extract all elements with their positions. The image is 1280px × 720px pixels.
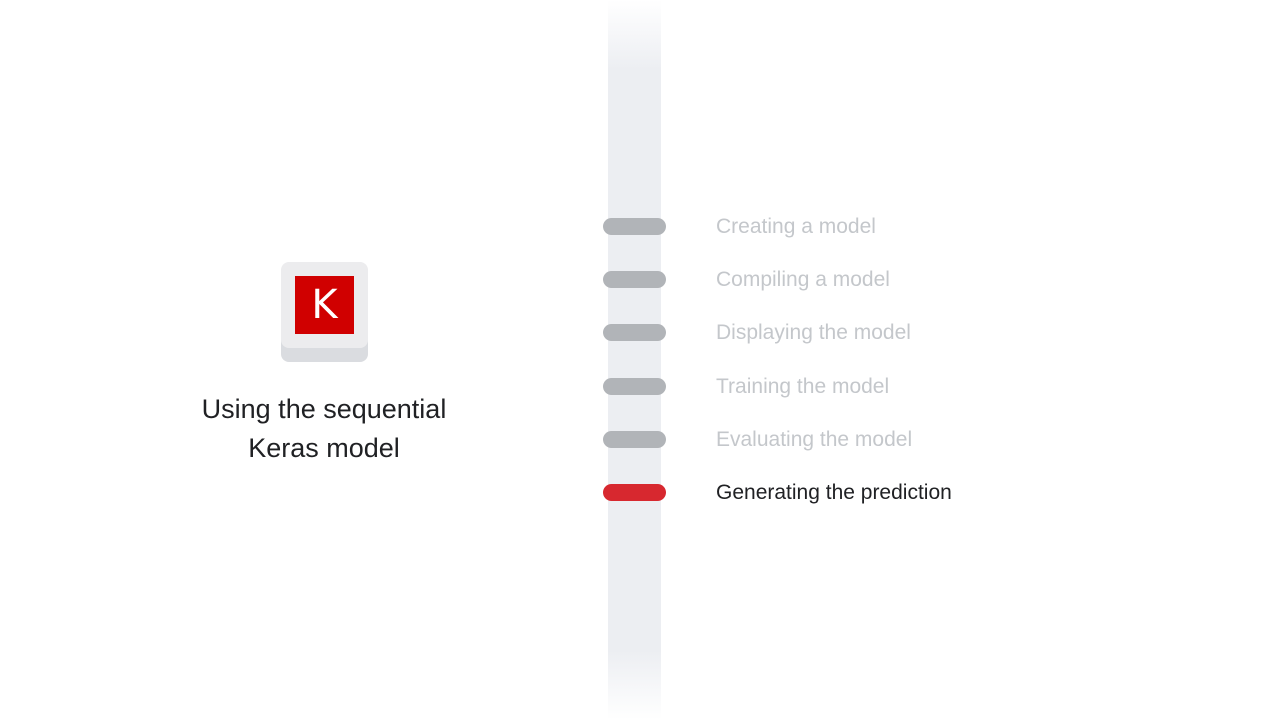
step-marker-active <box>603 484 666 501</box>
step-marker <box>603 324 666 341</box>
timeline-step-generating: Generating the prediction <box>603 481 1203 504</box>
timeline-step-evaluating: Evaluating the model <box>603 428 1203 451</box>
step-marker <box>603 431 666 448</box>
step-label: Training the model <box>716 375 890 398</box>
step-marker <box>603 271 666 288</box>
step-label-active: Generating the prediction <box>716 481 952 504</box>
timeline-step-displaying: Displaying the model <box>603 321 1203 344</box>
step-label: Evaluating the model <box>716 428 913 451</box>
title-line-2: Keras model <box>248 433 400 463</box>
step-label: Displaying the model <box>716 321 911 344</box>
step-marker <box>603 378 666 395</box>
logo-tile: K <box>281 262 368 348</box>
step-marker <box>603 218 666 235</box>
step-label: Creating a model <box>716 215 876 238</box>
step-label: Compiling a model <box>716 268 890 291</box>
title-line-1: Using the sequential <box>201 394 447 424</box>
timeline-track <box>608 0 661 720</box>
keras-logo: K <box>281 262 368 362</box>
keras-k-icon: K <box>295 276 354 334</box>
slide-title: Using the sequential Keras model <box>150 390 498 468</box>
timeline-step-training: Training the model <box>603 375 1203 398</box>
timeline-step-compiling: Compiling a model <box>603 268 1203 291</box>
timeline-step-creating: Creating a model <box>603 215 1203 238</box>
